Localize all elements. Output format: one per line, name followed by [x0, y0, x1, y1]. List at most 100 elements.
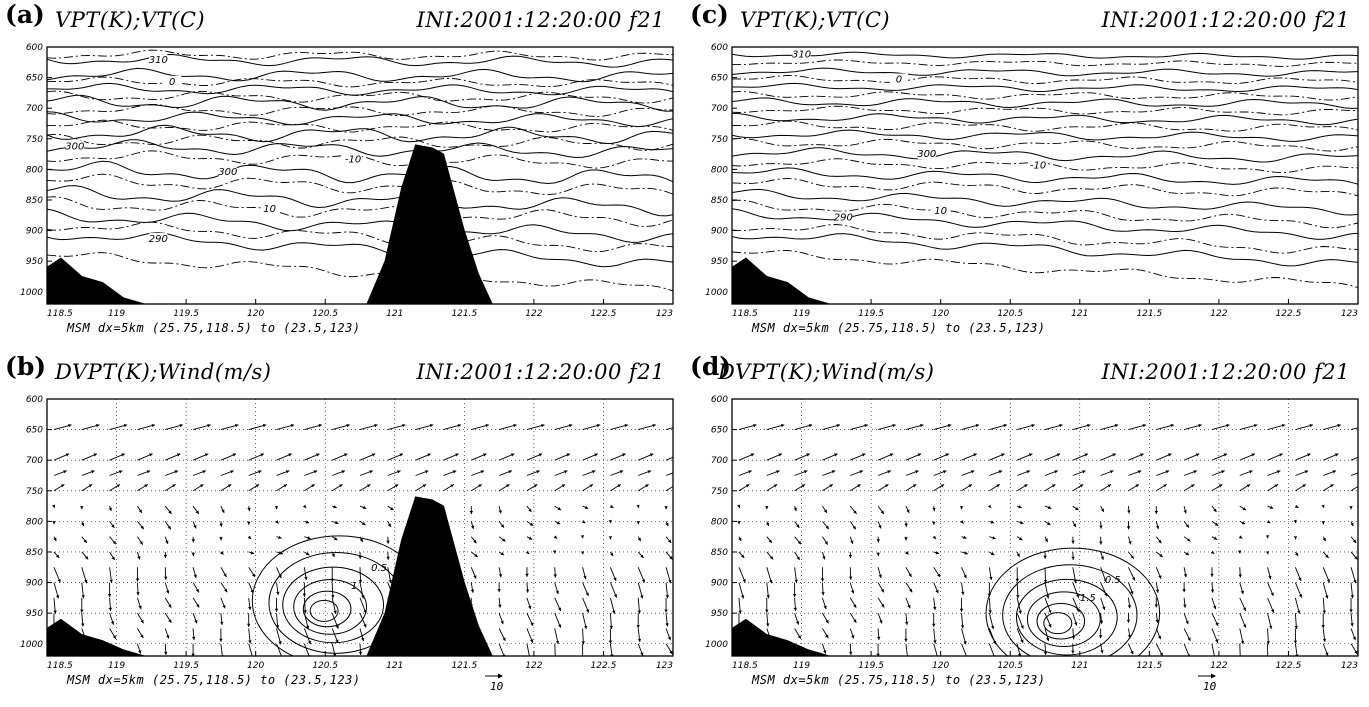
wind-arrowhead — [424, 470, 429, 474]
wind-arrowhead — [536, 470, 540, 474]
wind-arrowhead — [508, 470, 512, 474]
contour-label-bg — [344, 153, 363, 165]
caption: MSM dx=5km (25.75,118.5) to (23.5,123) — [752, 321, 1046, 335]
wind-arrowhead — [500, 620, 504, 625]
wind-arrowhead — [450, 484, 454, 488]
wind-arrowhead — [647, 470, 652, 474]
wind-arrowhead — [196, 604, 200, 608]
wind-arrowhead — [219, 638, 223, 642]
wind-arrowhead — [65, 453, 70, 457]
wind-arrowhead — [500, 552, 505, 556]
wind-arrowhead — [853, 604, 857, 608]
wind-arrowhead — [876, 653, 880, 656]
wind-arrowhead — [580, 551, 585, 555]
wind-arrowhead — [307, 640, 312, 645]
wind-arrowhead — [583, 625, 588, 629]
wind-vector — [554, 643, 556, 656]
wind-arrowhead — [359, 538, 363, 543]
wind-arrowhead — [1051, 484, 1056, 488]
wind-arrowhead — [965, 656, 968, 659]
x-tick-label: 122.5 — [591, 661, 617, 671]
wind-arrowhead — [528, 605, 532, 610]
wind-arrowhead — [1024, 484, 1028, 488]
panel-label: (b) — [5, 352, 47, 381]
wind-arrowhead — [478, 484, 482, 488]
x-tick-label: 121.5 — [451, 309, 477, 319]
wind-arrowhead — [1155, 619, 1159, 623]
wind-arrowhead — [163, 554, 168, 558]
wind-arrowhead — [1154, 510, 1159, 515]
wind-arrowhead — [1307, 453, 1311, 457]
wind-arrowhead — [1246, 484, 1251, 488]
wind-arrowhead — [1352, 539, 1357, 543]
wind-arrowhead — [1103, 578, 1107, 583]
wind-arrowhead — [1249, 470, 1253, 474]
wind-arrowhead — [199, 484, 204, 488]
wind-arrowhead — [585, 592, 589, 596]
isotherm-line — [47, 76, 673, 88]
wind-arrowhead — [664, 506, 668, 510]
caption: MSM dx=5km (25.75,118.5) to (23.5,123) — [67, 673, 361, 687]
wind-arrowhead — [1020, 639, 1024, 643]
y-tick-label: 1000 — [20, 288, 43, 298]
wind-arrowhead — [91, 470, 95, 474]
wind-arrowhead — [608, 519, 612, 524]
wind-arrowhead — [84, 579, 88, 584]
wind-arrowhead — [1018, 610, 1022, 614]
wind-arrowhead — [1163, 484, 1167, 488]
wind-arrowhead — [473, 539, 477, 544]
contour-label-bg — [834, 211, 853, 223]
wind-arrowhead — [483, 453, 487, 457]
y-tick-label: 800 — [26, 517, 43, 527]
wind-arrowhead — [283, 484, 287, 488]
contour-label: 10 — [934, 206, 947, 217]
wind-arrowhead — [1251, 453, 1255, 457]
wind-arrowhead — [793, 607, 798, 611]
wind-arrowhead — [905, 621, 909, 625]
wind-arrowhead — [848, 554, 853, 558]
dvpt-contour-label: 0.5 — [1105, 575, 1121, 586]
reference-arrowhead — [498, 673, 503, 679]
wind-arrowhead — [60, 484, 65, 488]
left-title: DVPT(K);Wind(m/s) — [718, 360, 935, 384]
wind-arrowhead — [831, 470, 836, 474]
wind-arrowhead — [485, 423, 489, 428]
wind-arrowhead — [1100, 650, 1104, 654]
wind-arrowhead — [474, 553, 478, 557]
wind-arrowhead — [917, 453, 922, 457]
wind-arrowhead — [935, 589, 939, 594]
x-tick-label: 120.5 — [312, 661, 338, 671]
wind-arrowhead — [640, 554, 644, 558]
isentrope-line — [47, 185, 673, 217]
wind-arrowhead — [1266, 641, 1270, 645]
wind-arrowhead — [1293, 536, 1298, 540]
wind-arrowhead — [975, 423, 980, 428]
wind-arrowhead — [109, 579, 113, 583]
y-tick-label: 850 — [711, 196, 728, 206]
y-tick-label: 650 — [26, 74, 43, 84]
x-tick-label: 121 — [386, 661, 403, 671]
wind-arrowhead — [1047, 522, 1051, 526]
wind-arrowhead — [904, 638, 908, 642]
wind-arrowhead — [149, 453, 153, 457]
wind-arrowhead — [584, 505, 589, 509]
wind-arrowhead — [510, 453, 515, 457]
wind-arrowhead — [219, 523, 223, 527]
contour-label-bg — [917, 148, 936, 160]
left-title: VPT(K);VT(C) — [740, 8, 891, 32]
isotherm-line — [732, 120, 1358, 132]
wind-arrowhead — [1048, 623, 1052, 628]
x-tick-label: 123 — [1341, 661, 1358, 671]
wind-arrowhead — [276, 591, 280, 595]
wind-arrowhead — [168, 604, 172, 608]
wind-arrowhead — [1183, 573, 1188, 578]
wind-arrowhead — [859, 470, 864, 474]
wind-arrowhead — [302, 504, 307, 509]
wind-arrowhead — [780, 423, 785, 428]
wind-arrowhead — [343, 453, 348, 457]
wind-arrowhead — [640, 652, 644, 656]
wind-arrowhead — [820, 578, 825, 582]
wind-arrowhead — [457, 423, 462, 428]
wind-arrowhead — [849, 651, 853, 655]
x-tick-label: 119.5 — [858, 661, 884, 671]
